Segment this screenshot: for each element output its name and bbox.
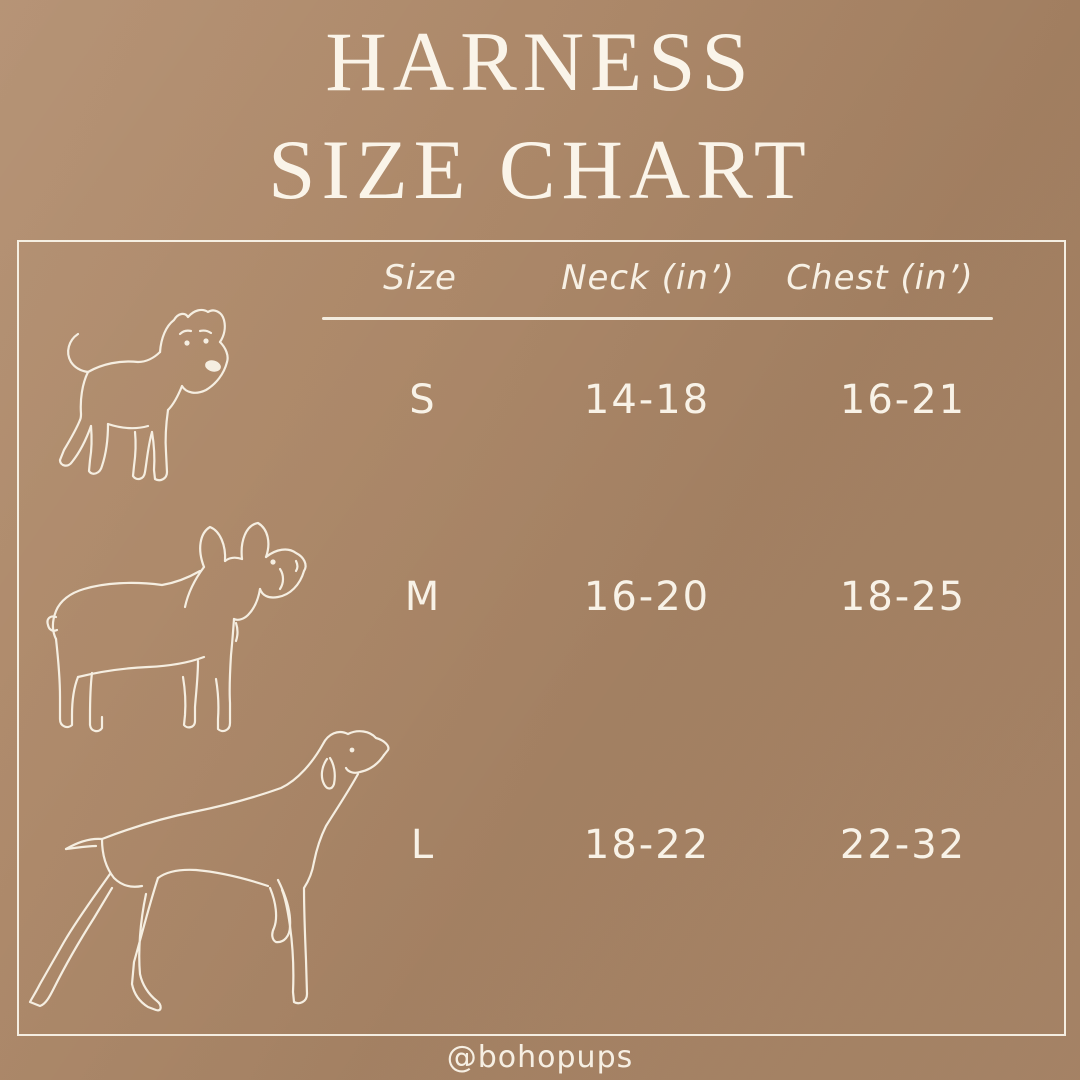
small-dog-terrier-illustration-icon bbox=[50, 300, 250, 500]
column-header-size: Size bbox=[383, 258, 457, 298]
large-dog-pointer-illustration-icon bbox=[18, 722, 448, 1022]
row-l-neck: 18-22 bbox=[583, 822, 711, 868]
row-s-size: S bbox=[409, 377, 437, 423]
column-header-chest: Chest (in’) bbox=[786, 258, 974, 298]
column-header-neck: Neck (in’) bbox=[561, 258, 735, 298]
row-s-chest: 16-21 bbox=[839, 377, 967, 423]
row-l-chest: 22-32 bbox=[839, 822, 967, 868]
title-line2: SIZE CHART bbox=[268, 123, 812, 217]
row-l-size: L bbox=[410, 822, 436, 868]
row-m-size: M bbox=[404, 574, 442, 620]
social-handle: @bohopups bbox=[446, 1040, 634, 1075]
table-border-frame bbox=[17, 240, 1066, 1036]
medium-dog-french-bulldog-illustration-icon bbox=[28, 505, 318, 745]
row-m-chest: 18-25 bbox=[839, 574, 967, 620]
row-s-neck: 14-18 bbox=[583, 377, 711, 423]
page-title: HARNESS SIZE CHART bbox=[0, 8, 1080, 224]
row-m-neck: 16-20 bbox=[583, 574, 711, 620]
header-underline bbox=[322, 317, 993, 320]
title-line1: HARNESS bbox=[325, 15, 755, 109]
